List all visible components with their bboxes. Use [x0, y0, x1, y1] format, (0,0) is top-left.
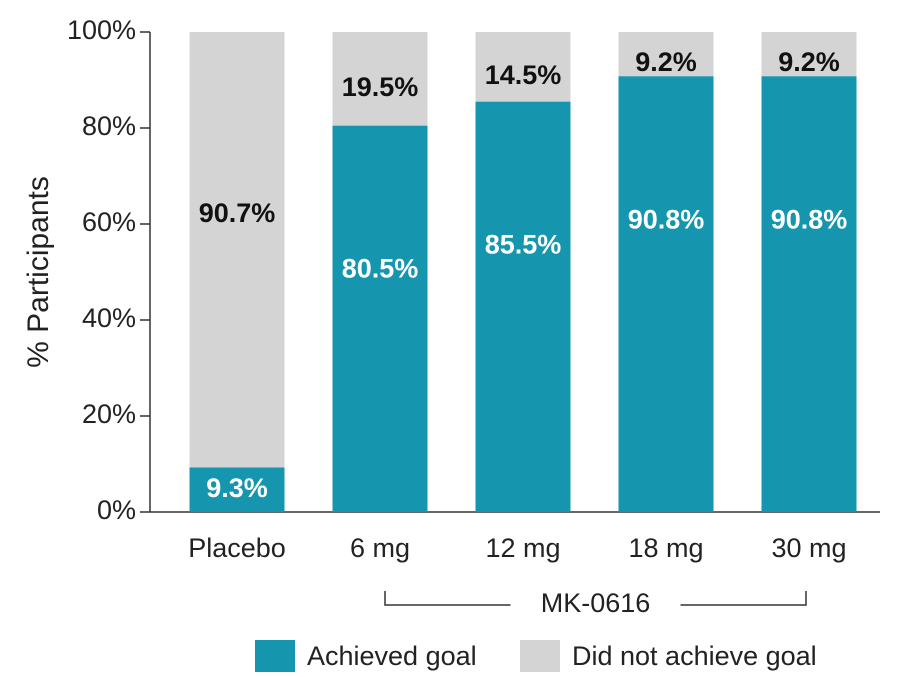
data-label: 90.7% — [199, 198, 276, 228]
y-axis-title: % Participants — [22, 176, 55, 368]
bar-segment — [761, 32, 857, 77]
group-bracket — [384, 591, 807, 606]
bar-segment — [332, 125, 428, 512]
legend-swatch — [520, 640, 560, 672]
data-label: 80.5% — [342, 254, 419, 284]
x-tick-label: Placebo — [188, 533, 286, 563]
bar-segment — [189, 32, 285, 468]
data-label: 90.8% — [628, 204, 705, 234]
bar-segment — [761, 76, 857, 512]
y-tick-label: 0% — [97, 495, 136, 525]
group-label: MK-0616 — [541, 588, 651, 618]
bar-segment — [189, 467, 285, 512]
x-tick-label: 30 mg — [771, 533, 846, 563]
y-tick-label: 40% — [82, 303, 136, 333]
x-tick-label: 6 mg — [350, 533, 410, 563]
bar-segment — [618, 32, 714, 77]
y-tick-label: 100% — [67, 15, 136, 45]
legend-swatch — [255, 640, 295, 672]
bar-segment — [475, 101, 571, 512]
y-tick-label: 80% — [82, 111, 136, 141]
data-label: 9.3% — [206, 473, 268, 503]
bar-segment — [332, 32, 428, 126]
legend-label: Achieved goal — [307, 641, 477, 671]
bar-segment — [475, 32, 571, 102]
legend-label: Did not achieve goal — [572, 641, 817, 671]
y-tick-label: 20% — [82, 399, 136, 429]
x-tick-label: 18 mg — [628, 533, 703, 563]
data-label: 14.5% — [485, 60, 562, 90]
bar-segment — [618, 76, 714, 512]
data-label: 90.8% — [771, 204, 848, 234]
x-tick-label: 12 mg — [485, 533, 560, 563]
data-label: 9.2% — [635, 47, 697, 77]
data-label: 9.2% — [778, 47, 840, 77]
data-label: 85.5% — [485, 230, 562, 260]
y-tick-label: 60% — [82, 207, 136, 237]
data-label: 19.5% — [342, 72, 419, 102]
